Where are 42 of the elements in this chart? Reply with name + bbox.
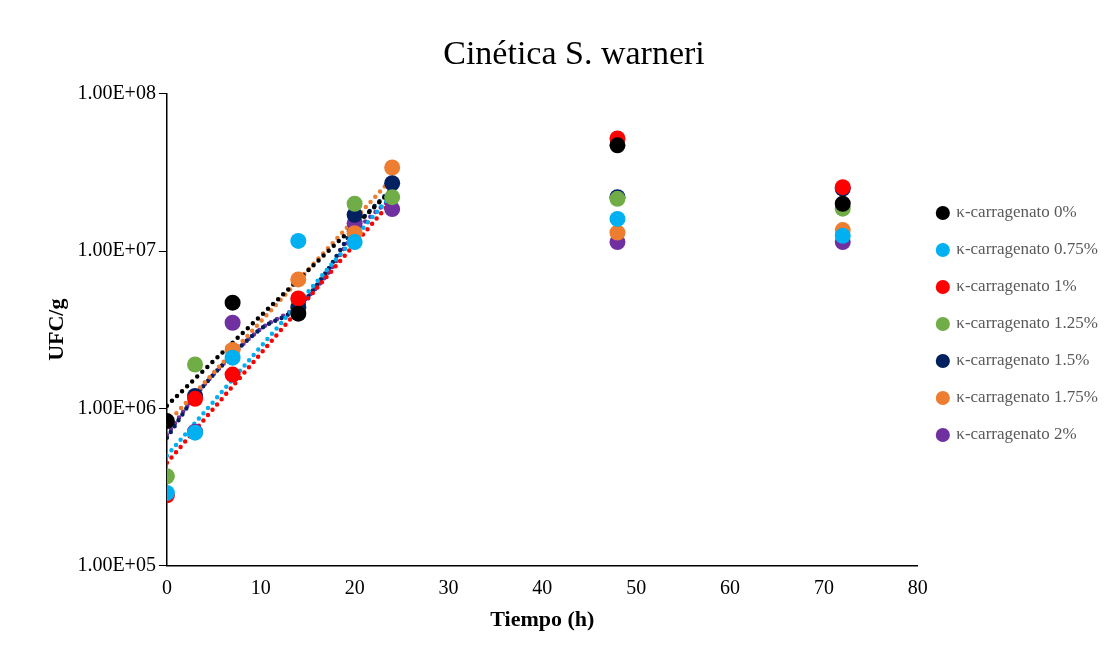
legend-label: κ-carragenato 0%: [956, 202, 1077, 222]
x-tick-label: 80: [907, 575, 928, 598]
y-tick-label: 1.00E+06: [77, 395, 156, 418]
point: [290, 271, 307, 288]
point: [187, 356, 204, 373]
chart-title: Cinética S. warneri: [443, 34, 705, 72]
point: [609, 224, 626, 241]
point: [609, 137, 626, 154]
legend-label: κ-carragenato 1%: [956, 276, 1077, 296]
point: [384, 189, 401, 206]
point: [290, 290, 307, 307]
legend-label: κ-carragenato 0.75%: [956, 239, 1099, 259]
point: [384, 175, 401, 192]
y-tick-label: 1.00E+07: [77, 238, 156, 261]
x-tick-label: 20: [344, 575, 365, 598]
x-tick-label: 70: [813, 575, 834, 598]
y-axis-title: UFC/g: [42, 298, 68, 361]
x-tick-label: 40: [532, 575, 553, 598]
x-tick-label: 60: [720, 575, 741, 598]
point: [224, 314, 241, 331]
y-tick-label: 1.00E+08: [77, 81, 156, 104]
point: [224, 366, 241, 383]
legend-label: κ-carragenato 1.25%: [956, 313, 1099, 333]
legend-label: κ-carragenato 1.75%: [956, 387, 1099, 407]
point: [346, 234, 363, 251]
x-axis-title: Tiempo (h): [490, 606, 595, 632]
legend-label: κ-carragenato 1.5%: [956, 350, 1090, 370]
point: [834, 195, 851, 212]
x-tick-label: 10: [250, 575, 271, 598]
legend-label: κ-carragenato 2%: [956, 424, 1077, 444]
y-tick-label: 1.00E+05: [77, 552, 156, 575]
point: [290, 305, 307, 322]
x-tick-label: 50: [626, 575, 647, 598]
x-tick-label: 0: [161, 575, 172, 598]
point: [290, 232, 307, 249]
point: [224, 349, 241, 366]
point: [224, 294, 241, 311]
point: [834, 227, 851, 244]
point: [609, 210, 626, 227]
point: [346, 195, 363, 212]
point: [384, 159, 401, 176]
x-tick-label: 30: [438, 575, 459, 598]
